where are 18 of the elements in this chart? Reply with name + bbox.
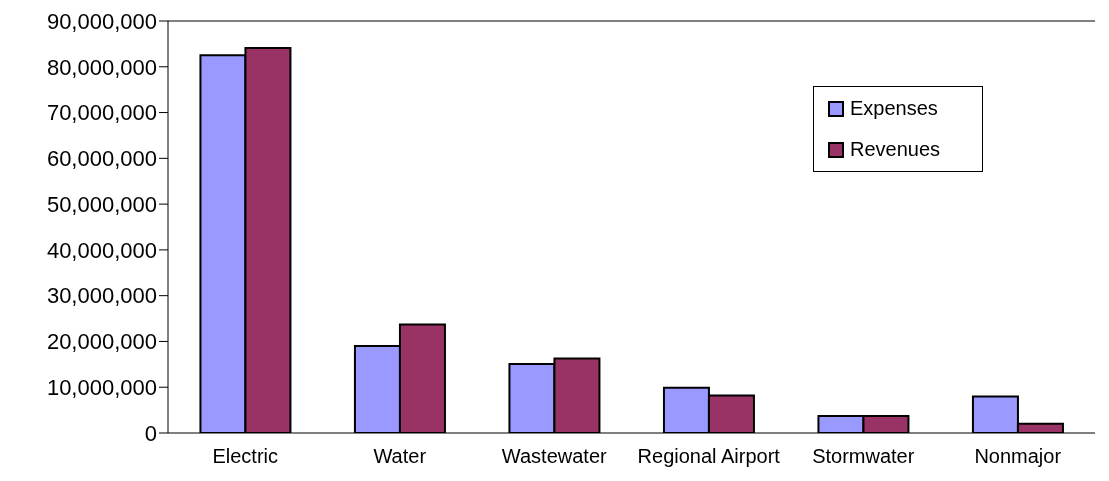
y-tick-label: 70,000,000	[46, 100, 157, 126]
y-tick-label: 10,000,000	[46, 375, 157, 401]
y-tick-label: 80,000,000	[46, 54, 157, 80]
x-tick-label: Wastewater	[501, 445, 608, 468]
x-tick-label: Stormwater	[812, 445, 915, 468]
x-tick-label: Electric	[212, 445, 279, 468]
legend-label: Expenses	[850, 97, 938, 120]
y-tick-label: 90,000,000	[46, 8, 157, 34]
y-tick-label: 40,000,000	[46, 237, 157, 263]
x-tick-label: Water	[373, 445, 427, 468]
y-tick-label: 60,000,000	[46, 146, 157, 172]
y-tick-label: 50,000,000	[46, 191, 157, 217]
legend-label: Revenues	[850, 138, 941, 161]
y-tick-label: 30,000,000	[46, 283, 157, 309]
y-tick-label: 20,000,000	[46, 329, 157, 355]
y-tick-label: 0	[144, 420, 157, 446]
x-tick-label: Nonmajor	[974, 445, 1062, 468]
x-tick-label: Regional Airport	[637, 445, 781, 468]
